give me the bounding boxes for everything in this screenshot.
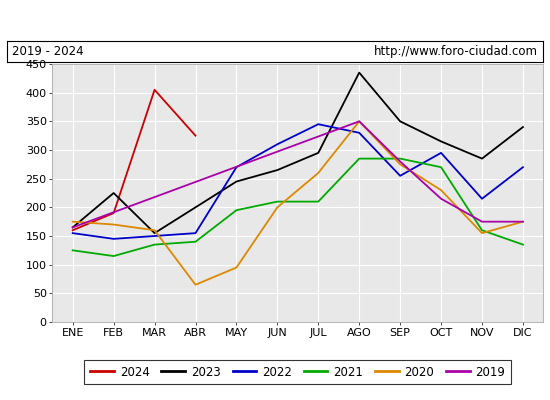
- Legend: 2024, 2023, 2022, 2021, 2020, 2019: 2024, 2023, 2022, 2021, 2020, 2019: [84, 360, 512, 384]
- Text: Evolucion Nº Turistas Extranjeros en el municipio de Belmonte de Miranda: Evolucion Nº Turistas Extranjeros en el …: [0, 14, 550, 28]
- Text: http://www.foro-ciudad.com: http://www.foro-ciudad.com: [374, 45, 538, 58]
- Text: 2019 - 2024: 2019 - 2024: [12, 45, 84, 58]
